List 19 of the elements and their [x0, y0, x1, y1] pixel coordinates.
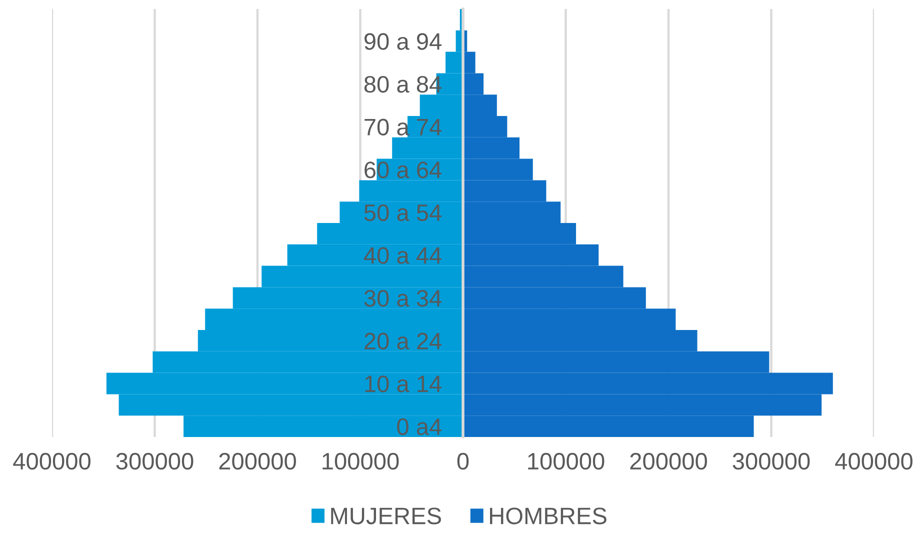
x-tick-label: 300000: [116, 452, 194, 470]
x-tick-label: 300000: [732, 452, 810, 470]
y-tick-label: 30 a 34: [364, 290, 442, 307]
y-tick-label: 90 a 94: [364, 33, 442, 50]
x-tick-label: 200000: [630, 452, 707, 470]
y-tick-label: 0 a4: [397, 418, 442, 436]
y-tick-label: 20 a 24: [364, 332, 442, 350]
y-tick-label: 40 a 44: [364, 247, 442, 264]
x-tick-label: 0: [457, 452, 469, 470]
x-tick-label: 100000: [528, 452, 604, 470]
y-tick-label: 60 a 64: [364, 162, 442, 178]
legend-label: MUJERES: [331, 508, 441, 524]
x-tick-label: 400000: [835, 452, 912, 470]
x-tick-label: 400000: [13, 452, 90, 470]
y-tick-label: 50 a 54: [364, 204, 442, 222]
y-tick-label: 10 a 14: [365, 376, 442, 392]
x-tick-label: 100000: [322, 452, 399, 470]
x-tick-label: 200000: [219, 452, 296, 470]
legend-label: HOMBRES: [490, 508, 606, 524]
